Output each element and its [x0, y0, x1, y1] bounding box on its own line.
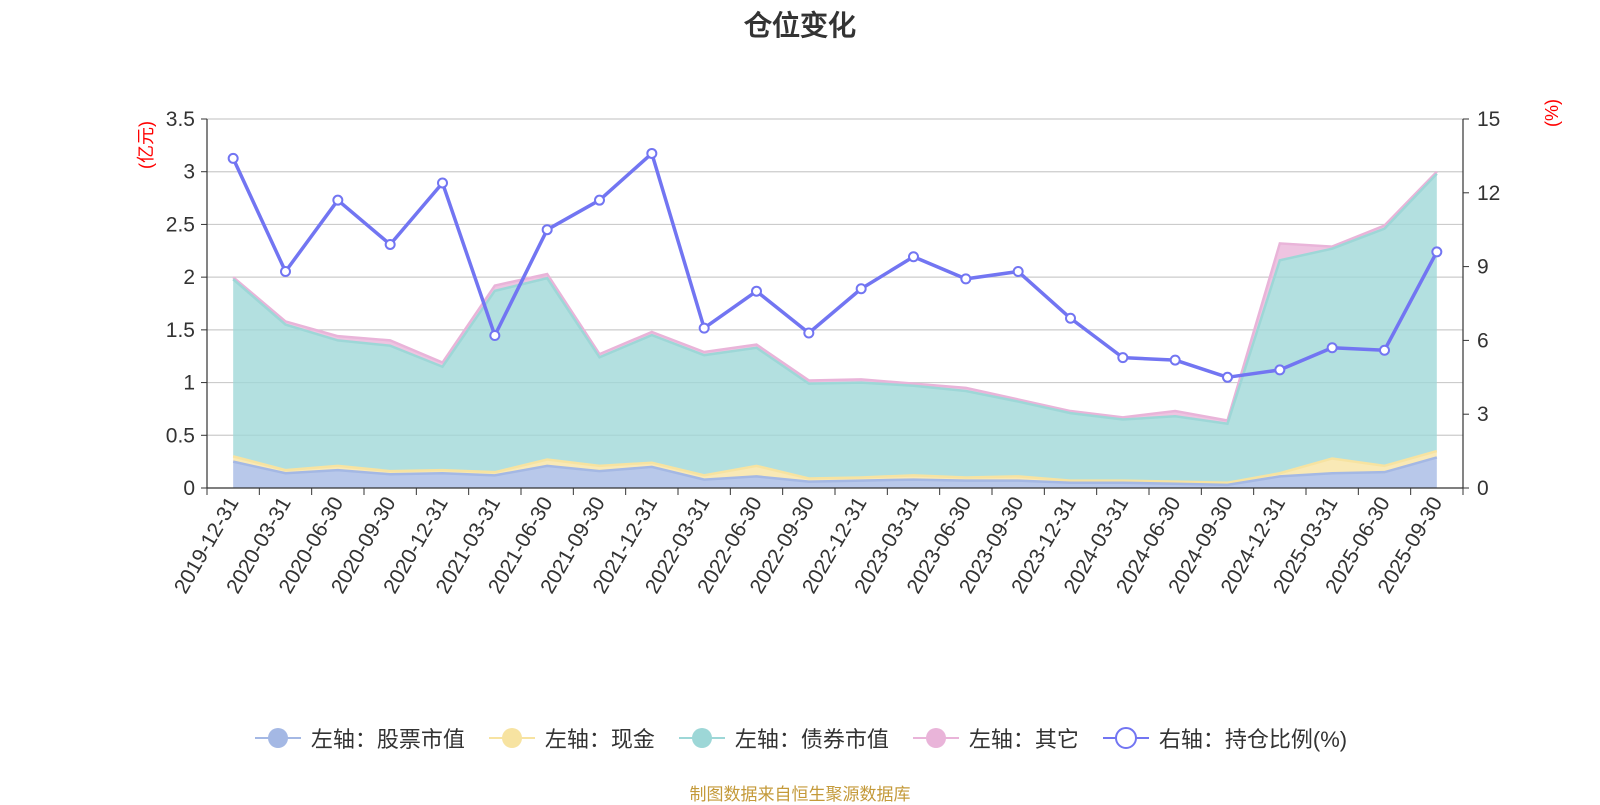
left-tick-label: 0 [183, 477, 195, 500]
area-stock-fill [233, 457, 1437, 488]
ratio-point [855, 283, 867, 295]
ratio-point [960, 273, 972, 285]
legend-item-cash[interactable]: 左轴：现金 [487, 722, 655, 754]
right-tick-label: 6 [1477, 329, 1489, 352]
legend-ratio-icon [1102, 727, 1149, 749]
ratio-point [227, 152, 239, 164]
left-tick-label: 3.5 [166, 108, 195, 131]
area-bond-line [232, 172, 1438, 426]
right-tick-label: 0 [1477, 477, 1489, 500]
legend-bond-icon [678, 728, 725, 748]
ratio-point [594, 194, 605, 206]
legend-label-stock: 左轴：股票市值 [310, 727, 465, 752]
ratio-point [1065, 312, 1076, 324]
ratio-point [1117, 352, 1129, 364]
ratio-point [1274, 364, 1286, 376]
ratio-point [1379, 344, 1390, 356]
ratio-point [280, 266, 291, 278]
ratio-point [1012, 266, 1024, 278]
area-other-line [232, 170, 1438, 422]
chart-canvas: 00.511.522.533.503691215(亿元)(%)2019-12-3… [136, 99, 1562, 598]
legend-label-bond: 左轴：债券市值 [734, 727, 889, 752]
area-cash-line [232, 449, 1438, 484]
ratio-point [1169, 354, 1181, 366]
legend-item-bond[interactable]: 左轴：债券市值 [677, 722, 889, 754]
left-tick-label: 1.5 [166, 319, 195, 342]
ratio-point [1326, 342, 1338, 354]
right-tick-label: 3 [1477, 403, 1489, 426]
legend-item-other[interactable]: 左轴：其它 [911, 722, 1079, 754]
area-stock-line [232, 456, 1438, 487]
legend-label-cash: 左轴：现金 [544, 727, 655, 752]
legend-cash-icon [488, 728, 535, 748]
left-tick-label: 0.5 [166, 424, 195, 447]
legend-label-other: 左轴：其它 [968, 727, 1079, 752]
source-note: 制图数据来自恒生聚源数据库 [689, 785, 911, 804]
ratio-point [541, 224, 553, 236]
right-tick-label: 12 [1477, 182, 1500, 205]
ratio-point [1222, 371, 1233, 383]
ratio-point [384, 238, 396, 250]
ratio-point [1431, 246, 1443, 258]
chart-title: 仓位变化 [743, 10, 856, 41]
legend-label-ratio: 右轴：持仓比例(%) [1158, 727, 1348, 752]
ratio-point [698, 322, 710, 334]
left-tick-label: 1 [183, 372, 195, 395]
left-tick-label: 3 [183, 161, 195, 184]
right-tick-label: 9 [1477, 256, 1489, 279]
legend-item-ratio[interactable]: 右轴：持仓比例(%) [1101, 722, 1347, 754]
left-tick-label: 2 [183, 266, 195, 289]
ratio-point [908, 251, 919, 263]
ratio-point [437, 177, 448, 189]
left-axis-unit: (亿元) [136, 121, 156, 169]
area-bond-fill [233, 173, 1437, 483]
ratio-point [751, 285, 762, 297]
ratio-line [231, 151, 1439, 380]
legend: 左轴：股票市值 左轴：现金 左轴：债券市值 左轴：其它 右轴：持仓比例(%) [0, 722, 1600, 754]
right-axis-unit: (%) [1542, 99, 1562, 127]
left-tick-label: 2.5 [166, 213, 195, 236]
legend-other-icon [912, 728, 959, 748]
ratio-point [489, 329, 501, 341]
ratio-point [332, 194, 344, 206]
legend-stock-icon [254, 728, 301, 748]
legend-item-stock[interactable]: 左轴：股票市值 [253, 722, 465, 754]
right-tick-label: 15 [1477, 108, 1500, 131]
ratio-point [646, 147, 658, 159]
ratio-point [803, 327, 815, 339]
